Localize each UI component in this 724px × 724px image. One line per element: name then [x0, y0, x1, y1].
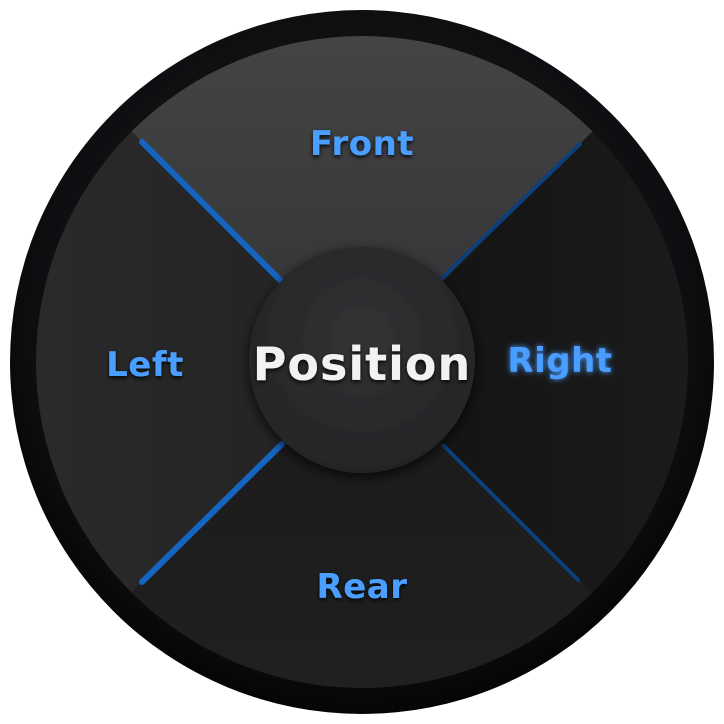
segment-front[interactable]: [131, 36, 593, 363]
center-label: Position: [253, 337, 472, 391]
segment-label-left: Left: [106, 345, 184, 385]
divider-top-left: [139, 139, 285, 285]
center-hub[interactable]: [249, 247, 475, 473]
segment-label-right: Right: [507, 341, 612, 381]
divider-bottom-left: [139, 441, 285, 585]
divider-top-right: [440, 142, 582, 280]
divider-bottom-right: [442, 444, 580, 582]
segment-dividers: [139, 139, 582, 585]
segment-left[interactable]: [36, 131, 362, 593]
segment-label-front: Front: [310, 124, 414, 164]
segment-right[interactable]: [362, 131, 688, 593]
segment-label-rear: Rear: [317, 567, 408, 607]
segment-rear[interactable]: [131, 362, 593, 688]
